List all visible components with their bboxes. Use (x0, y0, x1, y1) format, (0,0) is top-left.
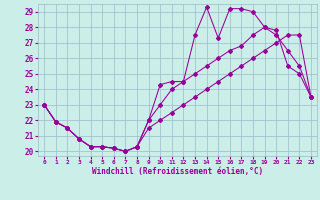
X-axis label: Windchill (Refroidissement éolien,°C): Windchill (Refroidissement éolien,°C) (92, 167, 263, 176)
